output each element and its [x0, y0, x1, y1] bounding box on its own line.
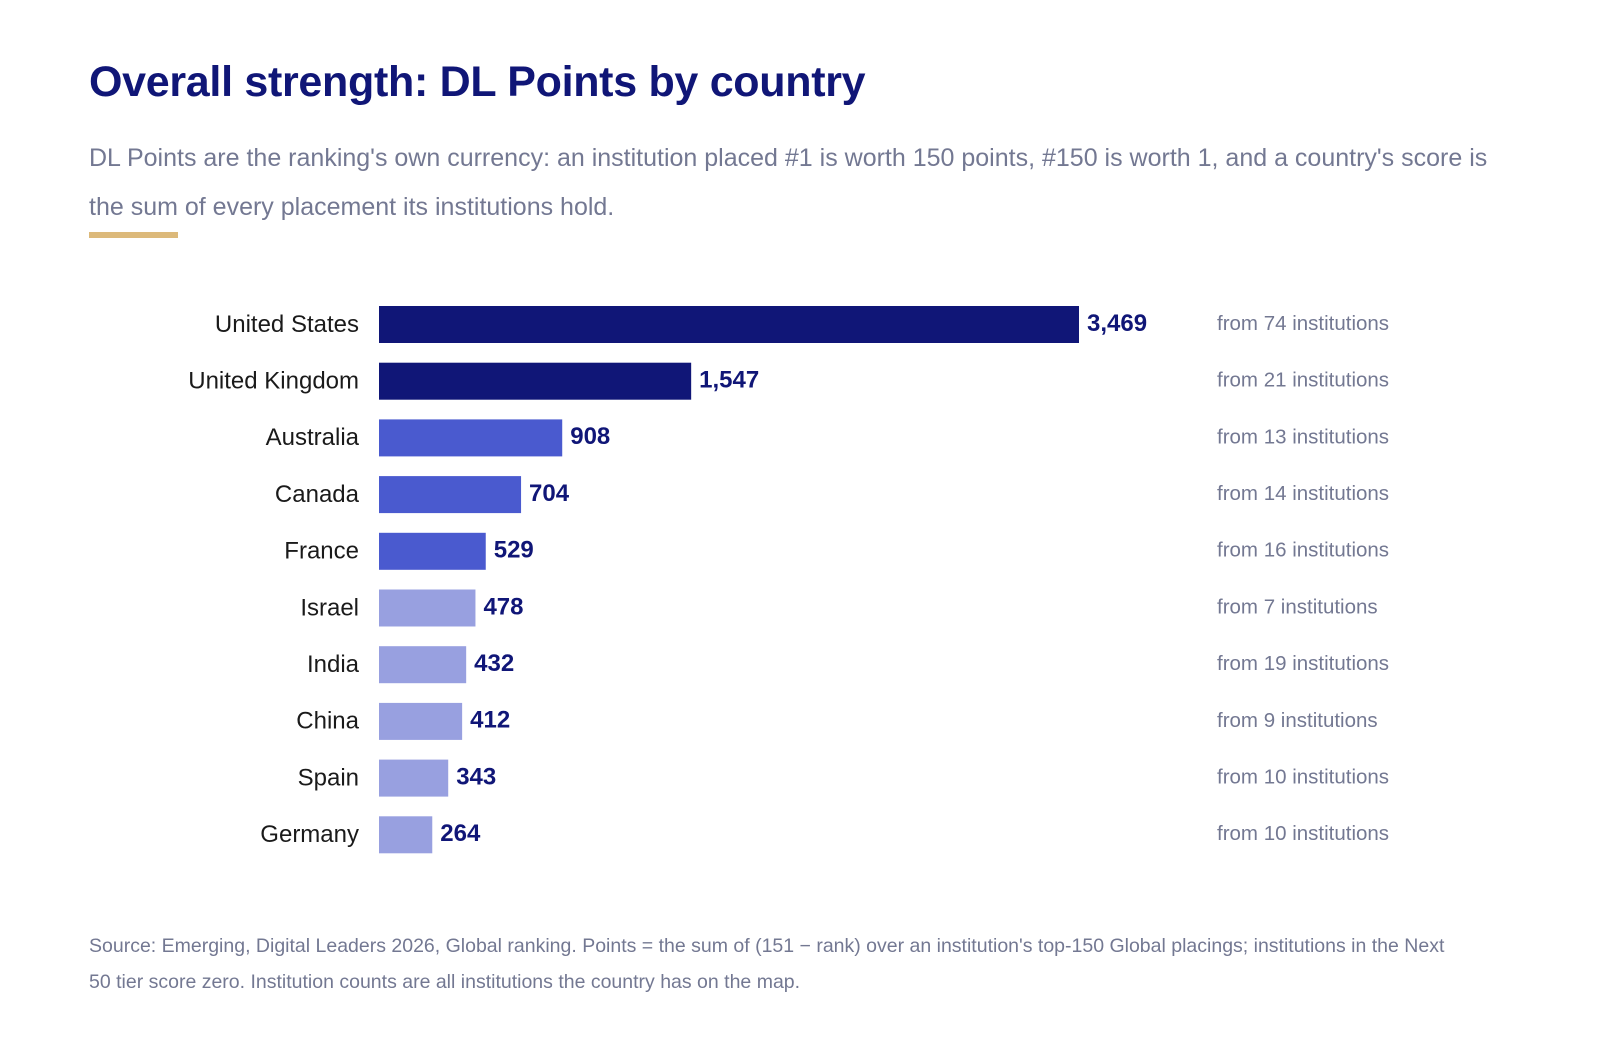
value-label: 529 — [494, 537, 534, 564]
institution-count-note: from 9 institutions — [1217, 709, 1378, 732]
value-label: 1,547 — [699, 367, 759, 394]
category-label: United Kingdom — [188, 368, 359, 395]
institution-count-note: from 19 institutions — [1217, 652, 1389, 675]
value-label: 704 — [529, 480, 570, 507]
value-label: 478 — [483, 593, 523, 620]
value-label: 908 — [570, 423, 610, 450]
bar — [379, 476, 522, 514]
bar-row: Germany 264 from 10 institutions — [260, 816, 1389, 854]
bar-row: United States 3,469 from 74 institutions — [215, 306, 1389, 343]
institution-count-note: from 16 institutions — [1217, 539, 1389, 562]
bar — [379, 589, 476, 627]
bar-row: China 412 from 9 institutions — [296, 702, 1378, 740]
bar — [379, 419, 563, 457]
institution-count-note: from 10 institutions — [1217, 822, 1389, 845]
bar — [379, 646, 467, 684]
bar-row: Australia 908 from 13 institutions — [266, 419, 1389, 457]
institution-count-note: from 13 institutions — [1217, 425, 1389, 448]
value-label: 343 — [456, 763, 496, 790]
institution-count-note: from 10 institutions — [1217, 766, 1389, 789]
bar-row: India 432 from 19 institutions — [307, 646, 1389, 684]
value-label: 264 — [440, 820, 481, 847]
institution-count-note: from 74 institutions — [1217, 312, 1389, 335]
bar — [379, 759, 449, 797]
chart-subtitle: DL Points are the ranking's own currency… — [89, 144, 1488, 221]
accent-rule — [89, 232, 178, 238]
bar-row: Spain 343 from 10 institutions — [298, 759, 1389, 797]
value-label: 412 — [470, 707, 510, 734]
value-label: 432 — [474, 650, 514, 677]
bar-row: Israel 478 from 7 institutions — [300, 589, 1378, 627]
bar — [379, 816, 433, 854]
bar — [379, 362, 692, 400]
bar — [379, 702, 463, 740]
category-label: Canada — [275, 481, 360, 508]
bar-row: Canada 704 from 14 institutions — [275, 476, 1389, 514]
category-label: United States — [215, 311, 359, 338]
category-label: Spain — [298, 764, 359, 791]
bar-chart: United States 3,469 from 74 institutionsUn… — [188, 306, 1389, 854]
institution-count-note: from 7 institutions — [1217, 595, 1378, 618]
value-label: 3,469 — [1087, 310, 1147, 337]
category-label: China — [296, 708, 359, 735]
institution-count-note: from 21 institutions — [1217, 369, 1389, 392]
bar-row: United Kingdom 1,547 from 21 institutions — [188, 362, 1389, 400]
category-label: Israel — [300, 594, 359, 621]
bar — [379, 306, 1079, 343]
source-note: Source: Emerging, Digital Leaders 2026, … — [89, 935, 1445, 993]
chart-title: Overall strength: DL Points by country — [89, 58, 866, 106]
bar — [379, 532, 486, 570]
category-label: Australia — [266, 424, 360, 451]
institution-count-note: from 14 institutions — [1217, 482, 1389, 505]
bar-row: France 529 from 16 institutions — [284, 532, 1389, 570]
category-label: India — [307, 651, 360, 678]
category-label: Germany — [260, 821, 359, 848]
category-label: France — [284, 538, 359, 565]
